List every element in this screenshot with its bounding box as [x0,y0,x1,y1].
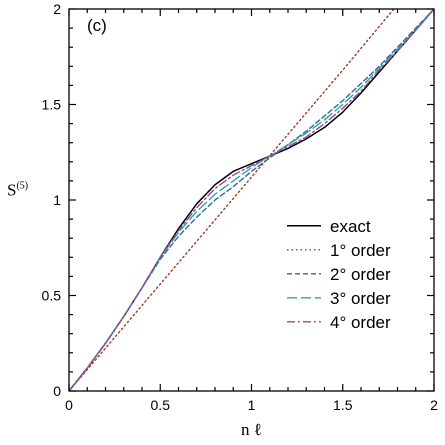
y-axis-label-sup: (5) [16,180,28,191]
legend-label: 3° order [330,289,391,308]
ticks-layer [68,8,435,392]
x-axis-label: n ℓ [241,420,262,439]
y-tick-label: 1.5 [42,97,62,113]
series-layer [69,9,434,391]
legend: exact 1° order 2° order 3° order 4° order [287,217,391,332]
x-tick-label: 0 [65,397,73,413]
legend-label: exact [330,217,371,236]
y-tick-label: 1 [53,192,61,208]
labels-layer: 0 0.5 1 1.5 2 0 0.5 1 1.5 2 [42,1,439,413]
x-tick-label: 0.5 [151,397,171,413]
y-tick-label: 0 [53,383,61,399]
series-line-2 [69,9,434,391]
legend-label: 1° order [330,241,391,260]
panel-label: (c) [87,16,107,35]
x-tick-label: 1 [248,397,256,413]
y-tick-label: 0.5 [42,288,62,304]
series-line-1 [69,9,395,391]
legend-label: 4° order [330,313,391,332]
x-tick-label: 2 [430,397,438,413]
y-axis-label-main: S [7,180,16,199]
x-tick-label: 1.5 [333,397,353,413]
series-line-4 [69,9,434,391]
y-tick-label: 2 [53,1,61,17]
y-axis-label: S(5) [7,180,28,199]
legend-label: 2° order [330,265,391,284]
